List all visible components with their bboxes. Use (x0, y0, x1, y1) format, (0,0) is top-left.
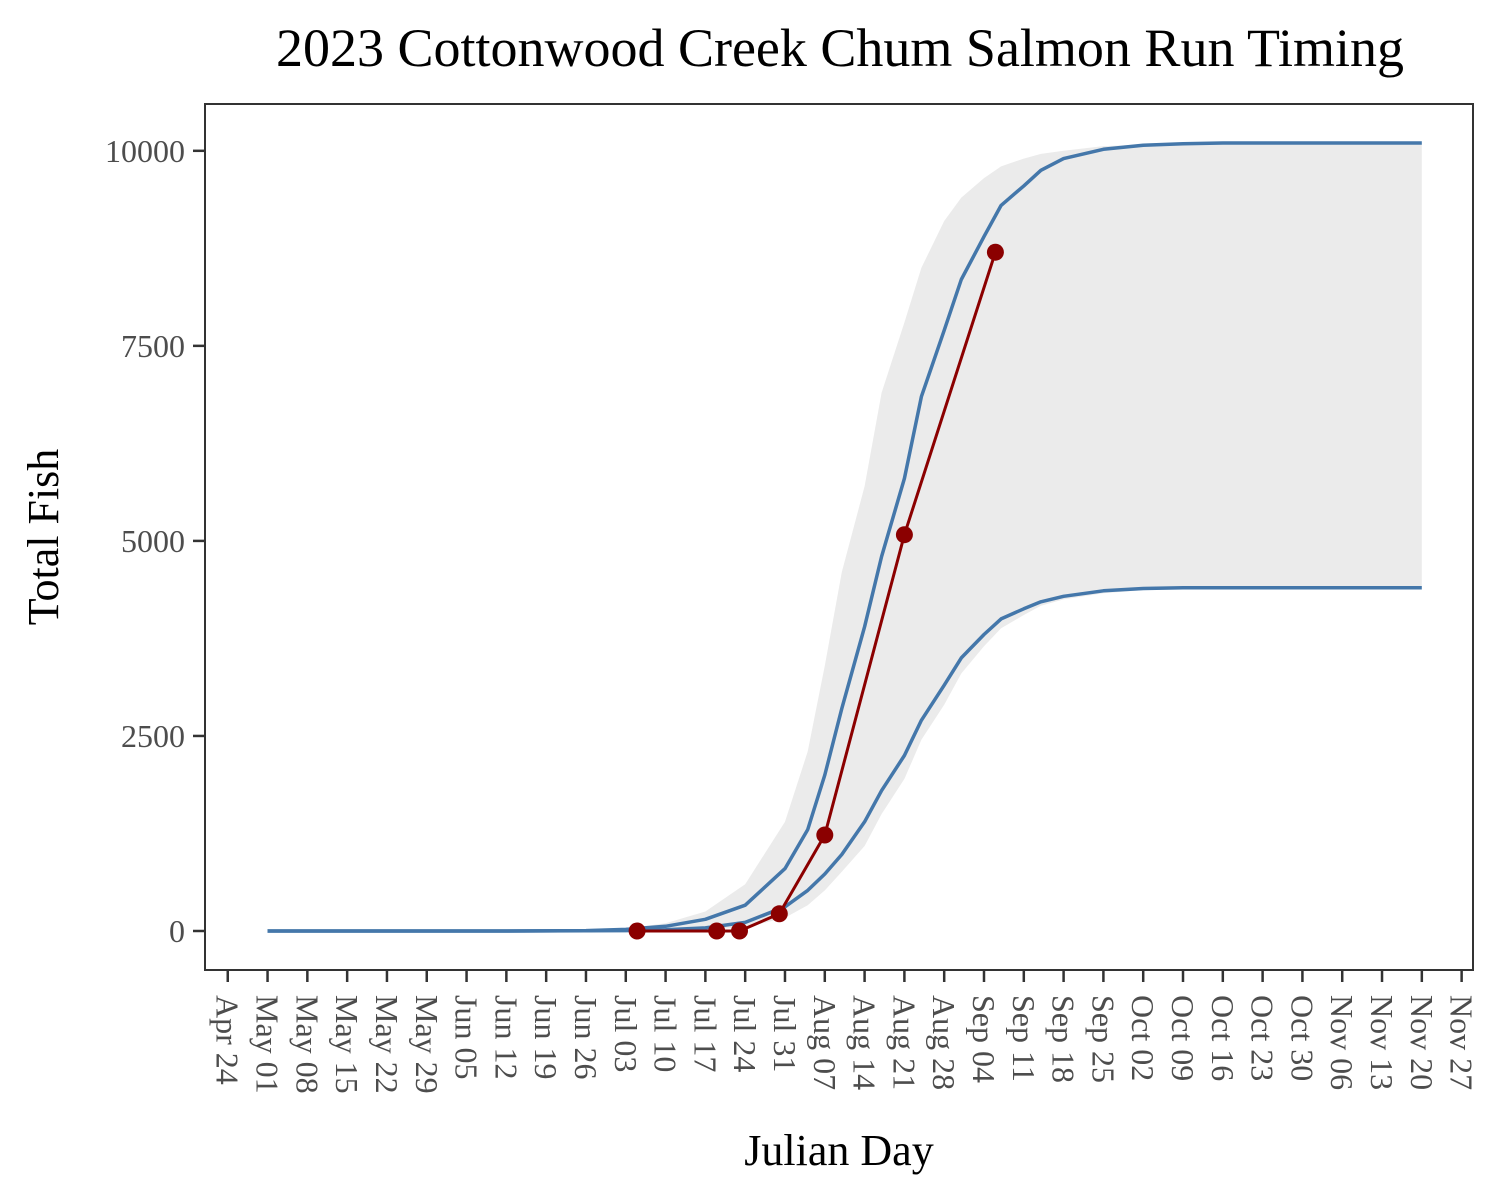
x-tick-label: Sep 04 (966, 995, 1002, 1083)
y-tick-label: 5000 (121, 523, 185, 559)
x-tick-label: Jul 17 (687, 995, 723, 1072)
x-tick-label: Jun 26 (568, 995, 604, 1079)
x-tick-label: Jun 19 (528, 995, 564, 1079)
x-tick-label: May 01 (250, 995, 286, 1094)
x-tick-label: Apr 24 (210, 995, 246, 1085)
observed-point (895, 526, 913, 544)
x-tick-label: Aug 14 (847, 995, 883, 1090)
observed-point (770, 905, 788, 923)
plot-panel-border (204, 103, 1474, 971)
x-tick-label: Oct 16 (1205, 995, 1241, 1081)
y-tick-label: 7500 (121, 328, 185, 364)
observed-point (986, 243, 1004, 261)
x-tick-label: Oct 09 (1165, 995, 1201, 1081)
x-tick-label: Sep 11 (1006, 995, 1042, 1082)
x-tick-label: Jun 05 (449, 995, 485, 1079)
x-axis-title: Julian Day (744, 1126, 933, 1175)
x-tick-label: Sep 25 (1085, 995, 1121, 1083)
x-tick-label: Jun 12 (488, 995, 524, 1079)
observed-point (731, 922, 748, 940)
x-tick-label: Jul 31 (767, 995, 803, 1072)
x-tick-label: May 08 (289, 995, 325, 1094)
x-tick-label: Nov 27 (1444, 995, 1480, 1090)
x-tick-label: Oct 30 (1284, 995, 1320, 1081)
x-tick-label: Nov 13 (1364, 995, 1400, 1090)
x-tick-label: Oct 23 (1245, 995, 1281, 1081)
confidence-band (506, 143, 1422, 931)
bound-line-1 (267, 141, 1422, 933)
x-tick-label: Aug 28 (926, 995, 962, 1090)
x-tick-label: Sep 18 (1046, 995, 1082, 1083)
y-axis-title: Total Fish (19, 449, 68, 626)
y-tick-label: 2500 (121, 718, 185, 754)
x-tick-label: Nov 20 (1404, 995, 1440, 1090)
x-tick-label: May 15 (329, 995, 365, 1094)
x-tick-label: Nov 06 (1324, 995, 1360, 1090)
chart-title: 2023 Cottonwood Creek Chum Salmon Run Ti… (276, 18, 1404, 78)
x-tick-label: Jul 03 (608, 995, 644, 1072)
x-tick-label: Aug 07 (807, 995, 843, 1090)
x-tick-label: May 22 (369, 995, 405, 1094)
x-tick-label: Oct 02 (1125, 995, 1161, 1081)
x-tick-label: May 29 (409, 995, 445, 1094)
y-tick-label: 10000 (105, 133, 185, 169)
x-tick-label: Jul 24 (727, 995, 763, 1072)
observed-point (628, 922, 646, 940)
x-tick-label: Jul 10 (648, 995, 684, 1072)
y-tick-label: 0 (169, 913, 185, 949)
observed-point (708, 922, 726, 940)
observed-point (816, 826, 834, 844)
x-tick-label: Aug 21 (886, 995, 922, 1090)
